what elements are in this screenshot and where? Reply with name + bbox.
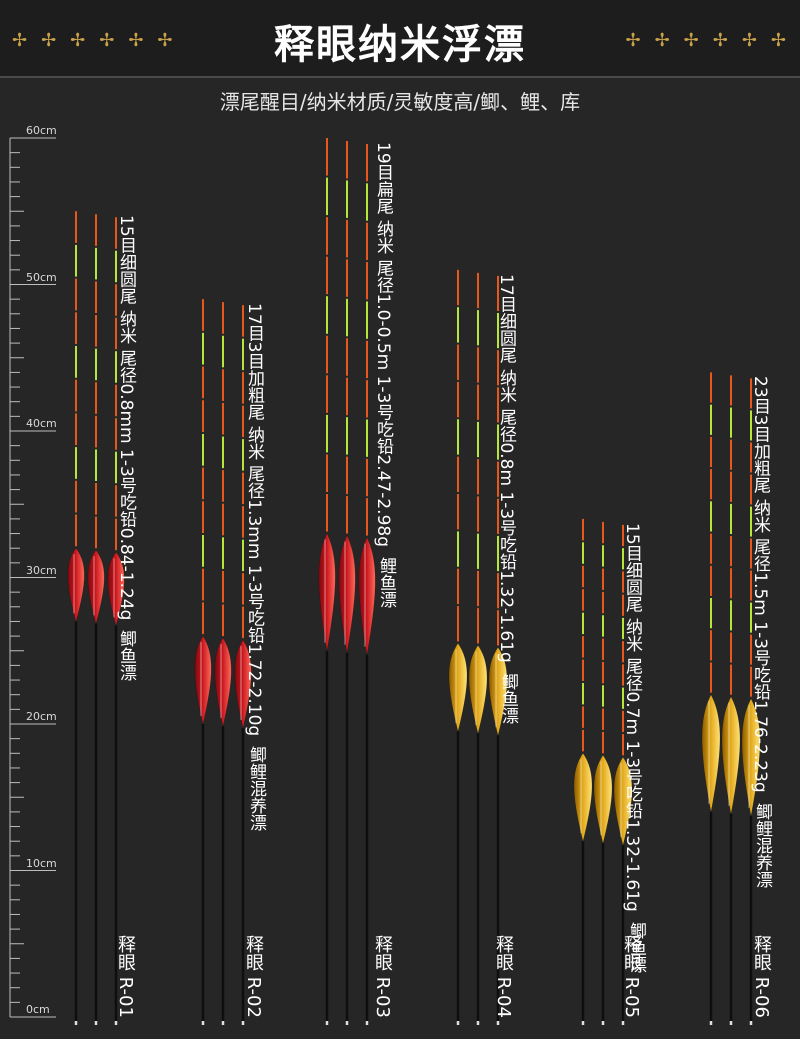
product-spec: 19目扁尾 纳米 尾径1.0-0.5m 1-3号吃铅2.47-2.98g — [373, 142, 393, 548]
float-body — [194, 635, 212, 725]
fishing-float — [701, 372, 721, 1025]
ruler-label: 50cm — [26, 270, 57, 284]
page-subtitle: 漂尾醒目/纳米材质/灵敏度高/鲫、鲤、库 — [219, 90, 581, 114]
float-body — [468, 644, 488, 734]
float-body — [488, 646, 508, 736]
product-spec: 17目细圆尾 纳米 尾径0.8m 1-3号吃铅1.32-1.61g — [496, 273, 516, 663]
ruler-label: 30cm — [26, 563, 57, 577]
ruler-label: 40cm — [26, 417, 57, 430]
float-group-2 — [194, 299, 252, 1025]
float-body — [613, 756, 633, 846]
fishing-float — [234, 305, 252, 1025]
product-code: 释眼 R-02 — [243, 935, 264, 1018]
header-bar: ✢✢✢✢✢✢ 释眼纳米浮漂 ✢✢✢✢✢✢ — [0, 0, 800, 78]
fishing-float — [107, 217, 125, 1025]
fishing-float — [613, 524, 633, 1025]
product-code: 释眼 R-04 — [493, 935, 514, 1018]
float-body — [318, 532, 336, 651]
product-spec: 23目3目加粗尾 纳米 尾径1.5m 1-3号吃铅1.76-2.23g — [750, 376, 770, 794]
product-type: 鲫鲤混养漂 — [246, 746, 266, 832]
fishing-float — [488, 275, 508, 1025]
float-group-6 — [701, 372, 761, 1025]
ruler-label: 10cm — [26, 856, 57, 870]
sparkle-cross-icon: ✢✢✢✢✢✢ — [12, 30, 187, 51]
float-group-4 — [448, 269, 508, 1025]
float-body — [338, 534, 356, 653]
ruler-label: 60cm — [26, 124, 57, 137]
float-group-3 — [318, 138, 376, 1025]
fishing-float — [573, 518, 593, 1025]
fishing-float — [741, 378, 761, 1025]
float-body — [87, 549, 105, 625]
float-body — [593, 754, 613, 844]
product-spec: 15目细圆尾 纳米 尾径0.8mm 1-3号吃铅0.84-1.24g — [116, 215, 136, 621]
product-type: 鲫鱼漂 — [626, 921, 646, 973]
float-body — [721, 696, 741, 814]
fishing-float — [194, 299, 212, 1025]
product-spec: 15目细圆尾 纳米 尾径0.7m 1-3号吃铅1.32-1.61g — [622, 522, 642, 912]
product-type: 鲤鱼漂 — [376, 557, 396, 608]
product-code: 释眼 R-01 — [115, 935, 136, 1018]
float-body — [358, 536, 376, 655]
fishing-float — [468, 272, 488, 1025]
product-spec: 17目3目加粗尾 纳米 尾径1.3mm 1-3号吃铅1.72-2.10g — [244, 303, 264, 737]
fishing-float — [318, 138, 336, 1025]
fishing-float — [67, 211, 85, 1025]
float-body — [67, 547, 85, 623]
float-body — [573, 752, 593, 842]
fishing-float — [448, 269, 468, 1025]
page-title: 释眼纳米浮漂 — [274, 22, 526, 68]
fishing-float — [593, 521, 613, 1025]
product-code: 释眼 R-03 — [372, 935, 393, 1018]
float-group-1 — [67, 211, 125, 1025]
float-body — [701, 694, 721, 812]
sparkle-cross-icon: ✢✢✢✢✢✢ — [625, 30, 800, 51]
float-body — [214, 637, 232, 727]
fishing-float — [338, 141, 356, 1025]
fishing-float — [214, 302, 232, 1025]
product-code: 释眼 R-05 — [621, 935, 642, 1018]
float-group-5 — [573, 518, 633, 1025]
ruler-label: 0cm — [26, 1003, 50, 1016]
fishing-float — [358, 144, 376, 1025]
float-body — [741, 698, 761, 816]
fishing-float — [87, 214, 105, 1025]
fishing-float — [721, 375, 741, 1025]
product-code: 释眼 R-06 — [751, 935, 772, 1018]
product-type: 鲫鱼漂 — [498, 672, 518, 724]
float-body — [107, 551, 125, 627]
product-type: 鲫鲤混养漂 — [752, 803, 772, 889]
float-body — [448, 642, 468, 732]
height-ruler — [9, 137, 56, 1018]
ruler-label: 20cm — [26, 710, 57, 723]
float-body — [234, 639, 252, 729]
product-type: 鲫鱼漂 — [116, 630, 136, 682]
